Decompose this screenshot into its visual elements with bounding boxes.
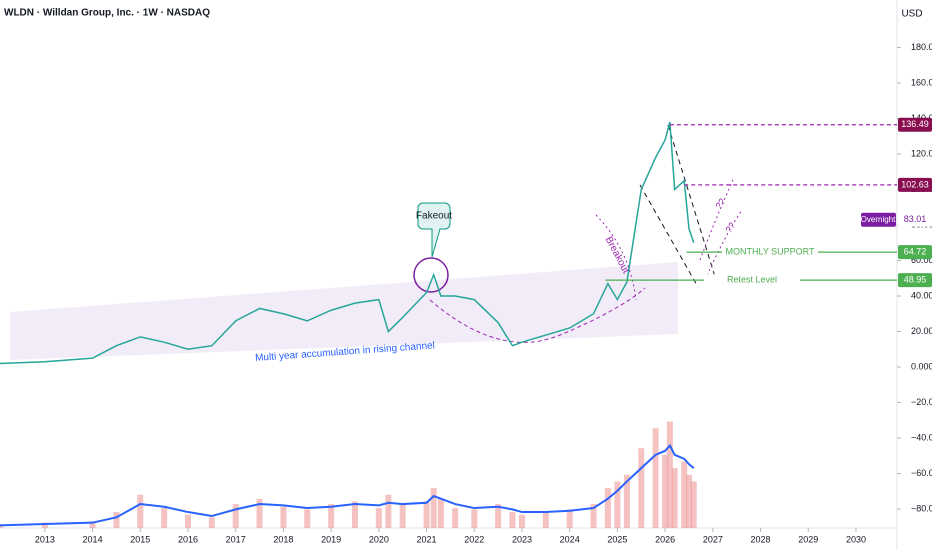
price-line	[0, 121, 695, 365]
level-text-bg	[722, 246, 818, 259]
volume-bar	[184, 514, 191, 528]
fakeout-annotation: Fakeout	[416, 211, 452, 222]
volume-bar	[232, 504, 239, 528]
x-tick-label: 2022	[464, 534, 484, 544]
volume-bar	[566, 509, 573, 528]
level-label: 136.49	[901, 119, 929, 129]
overnight-box	[861, 212, 896, 227]
volume-bar	[399, 504, 406, 528]
level-label: 64.72	[904, 247, 927, 257]
x-tick-label: 2026	[655, 534, 675, 544]
x-tick-label: 2030	[846, 534, 866, 544]
volume-bar	[41, 522, 48, 528]
volume-bar	[509, 512, 516, 528]
volume-bar	[623, 474, 630, 528]
volume-bar	[375, 508, 382, 528]
volume-bar	[89, 521, 96, 528]
x-tick-label: 2018	[273, 534, 293, 544]
breakout-curve	[595, 214, 637, 301]
volume-bar	[137, 494, 144, 528]
x-tick-label: 2029	[798, 534, 818, 544]
level-label-box	[898, 117, 932, 132]
level-label: 48.95	[904, 275, 927, 285]
volume-bar	[681, 461, 688, 528]
y-tick-label: 20.00	[911, 326, 932, 336]
y-tick-label: −40.00	[911, 432, 932, 442]
currency-label: USD	[901, 9, 922, 20]
trend-line	[667, 124, 717, 281]
volume-bar	[690, 481, 697, 528]
volume-bar	[430, 488, 437, 528]
level-label-box	[898, 245, 932, 260]
fakeout-circle	[413, 257, 449, 293]
y-tick-label: 40.00	[911, 290, 932, 300]
volume-bar	[208, 517, 215, 528]
volume-bar	[161, 508, 168, 528]
volume-bar	[304, 509, 311, 528]
volume-ma-line	[0, 443, 695, 527]
x-tick-label: 2019	[321, 534, 341, 544]
level-text: MONTHLY SUPPORT	[725, 247, 815, 257]
overnight-label: Overnight	[861, 215, 896, 224]
question-annotation: ??	[723, 221, 737, 235]
y-tick-label: −20.00	[911, 397, 932, 407]
volume-bar	[495, 504, 502, 528]
x-tick-label: 2025	[607, 534, 627, 544]
rising-channel	[10, 262, 678, 360]
level-label-box	[898, 273, 932, 288]
volume-bar	[423, 501, 430, 528]
x-tick-label: 2013	[35, 534, 55, 544]
volume-bar	[662, 454, 669, 528]
x-tick-label: 2017	[226, 534, 246, 544]
x-tick-label: 2024	[560, 534, 580, 544]
x-tick-label: 2028	[751, 534, 771, 544]
level-label: 102.63	[901, 179, 929, 189]
y-tick-label: 120.00	[911, 148, 932, 158]
volume-bar	[452, 508, 459, 528]
overnight-value-box	[898, 212, 932, 227]
y-tick-label: 180.00	[911, 42, 932, 52]
volume-bar	[328, 504, 335, 528]
level-text: Retest Level	[727, 275, 777, 285]
volume-bar	[666, 421, 673, 528]
y-tick-label: −60.00	[911, 468, 932, 478]
y-tick-label: 60.00	[911, 255, 932, 265]
volume-bar	[604, 488, 611, 528]
level-text-bg	[704, 274, 800, 287]
y-tick-label: 0.0000	[911, 361, 932, 371]
volume-bar	[385, 494, 392, 528]
x-tick-label: 2016	[178, 534, 198, 544]
volume-bar	[542, 512, 549, 528]
volume-bar	[351, 501, 358, 528]
volume-bar	[256, 498, 263, 528]
y-tick-label: 160.00	[911, 77, 932, 87]
x-tick-label: 2027	[703, 534, 723, 544]
volume-bar	[437, 498, 444, 528]
question-annotation: ??	[713, 197, 727, 211]
volume-bar	[590, 504, 597, 528]
cup-curve	[429, 287, 646, 343]
x-tick-label: 2015	[130, 534, 150, 544]
level-label-box	[898, 177, 932, 192]
volume-bar	[113, 512, 120, 528]
x-tick-label: 2014	[83, 534, 103, 544]
volume-bar	[638, 448, 645, 528]
chart-title: WLDN · Willdan Group, Inc. · 1W · NASDAQ	[4, 8, 210, 19]
volume-bar	[614, 481, 621, 528]
fakeout-bubble	[417, 202, 451, 258]
x-tick-label: 2020	[369, 534, 389, 544]
x-tick-label: 2023	[512, 534, 532, 544]
volume-bar	[652, 428, 659, 528]
volume-bar	[685, 474, 692, 528]
x-tick-label: 2021	[417, 534, 437, 544]
trend-line	[639, 184, 699, 288]
volume-bar	[671, 468, 678, 528]
overnight-value: 83.01	[904, 214, 927, 224]
volume-bar	[518, 514, 525, 528]
volume-bar	[471, 509, 478, 528]
y-tick-label: −80.00	[911, 503, 932, 513]
volume-bar	[280, 506, 287, 528]
